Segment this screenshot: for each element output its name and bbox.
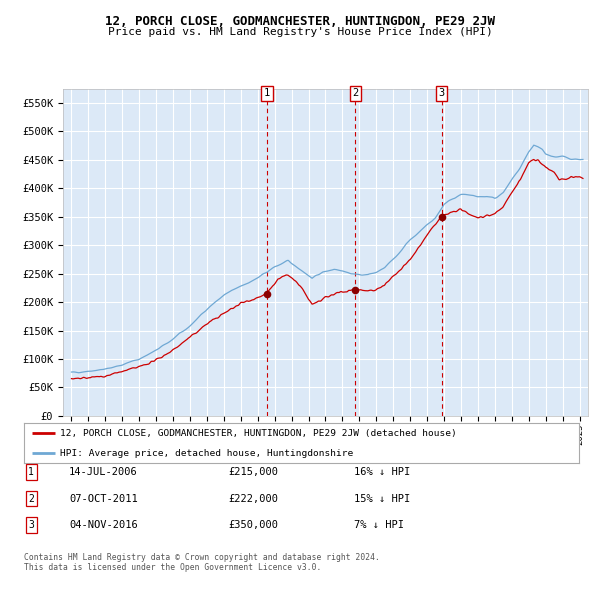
- Text: 12, PORCH CLOSE, GODMANCHESTER, HUNTINGDON, PE29 2JW (detached house): 12, PORCH CLOSE, GODMANCHESTER, HUNTINGD…: [60, 428, 457, 438]
- Text: 2: 2: [28, 494, 34, 503]
- Text: This data is licensed under the Open Government Licence v3.0.: This data is licensed under the Open Gov…: [24, 563, 322, 572]
- Text: 3: 3: [28, 520, 34, 530]
- Text: 2: 2: [352, 88, 359, 99]
- Text: HPI: Average price, detached house, Huntingdonshire: HPI: Average price, detached house, Hunt…: [60, 448, 353, 458]
- Text: 07-OCT-2011: 07-OCT-2011: [69, 494, 138, 503]
- Text: 1: 1: [28, 467, 34, 477]
- Text: 12, PORCH CLOSE, GODMANCHESTER, HUNTINGDON, PE29 2JW: 12, PORCH CLOSE, GODMANCHESTER, HUNTINGD…: [105, 15, 495, 28]
- Text: 16% ↓ HPI: 16% ↓ HPI: [354, 467, 410, 477]
- Text: £350,000: £350,000: [228, 520, 278, 530]
- Text: Price paid vs. HM Land Registry's House Price Index (HPI): Price paid vs. HM Land Registry's House …: [107, 27, 493, 37]
- Text: 3: 3: [439, 88, 445, 99]
- Text: 15% ↓ HPI: 15% ↓ HPI: [354, 494, 410, 503]
- Text: 1: 1: [264, 88, 270, 99]
- Text: £215,000: £215,000: [228, 467, 278, 477]
- Text: 7% ↓ HPI: 7% ↓ HPI: [354, 520, 404, 530]
- Text: 14-JUL-2006: 14-JUL-2006: [69, 467, 138, 477]
- Text: £222,000: £222,000: [228, 494, 278, 503]
- Text: Contains HM Land Registry data © Crown copyright and database right 2024.: Contains HM Land Registry data © Crown c…: [24, 553, 380, 562]
- Text: 04-NOV-2016: 04-NOV-2016: [69, 520, 138, 530]
